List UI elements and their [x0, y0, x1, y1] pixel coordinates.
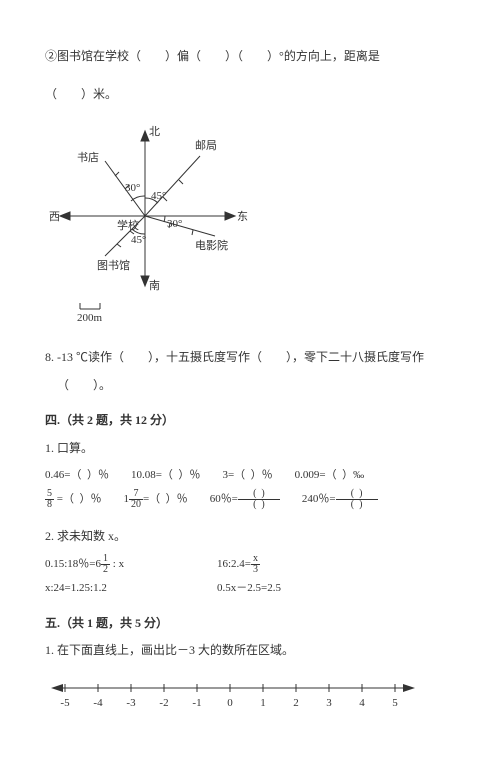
compass-north: 北 — [149, 125, 160, 138]
r2a: 58 =（ ）％ — [45, 489, 101, 510]
q2-prefix: ②图书馆在学校（ — [45, 49, 141, 63]
r2a-den: 8 — [45, 500, 54, 510]
compass-bookstore: 书店 — [77, 150, 99, 164]
sec4-eqrow2: x:24=1.25:1.2 0.5x－2.5=2.5 — [45, 579, 455, 599]
r1a: 0.46=（ ）％ — [45, 466, 109, 486]
q8-line1: 8. -13 ℃读作（ ），十五摄氏度写作（ ），零下二十八摄氏度写作 — [45, 347, 455, 369]
r2b-den: 20 — [129, 500, 143, 510]
svg-text:-2: -2 — [159, 697, 168, 709]
compass-east: 东 — [237, 210, 248, 223]
eq-c: x:24=1.25:1.2 — [45, 579, 195, 599]
sec4-eqrow1: 0.15:18％=612 : x 16:2.4=x3 — [45, 554, 455, 575]
compass-school: 学校 — [117, 218, 139, 232]
svg-text:0: 0 — [227, 697, 233, 709]
eq-b: 16:2.4=x3 — [217, 554, 260, 575]
svg-text:1: 1 — [260, 697, 266, 709]
section5-head: 五.（共 1 题，共 5 分） — [45, 613, 455, 635]
sec4-q2: 2. 求未知数 x。 — [45, 526, 455, 548]
compass-cinema: 电影院 — [195, 238, 228, 252]
compass-angle-e: 30° — [167, 218, 182, 230]
q8-line2: （ ）。 — [45, 375, 455, 397]
number-line: -5 -4 -3 -2 -1 0 1 2 3 4 5 — [45, 670, 455, 720]
compass-west: 西 — [49, 211, 60, 223]
q2-mid1: ）偏（ — [165, 49, 201, 63]
eq-a-pre: 0.15:18％=6 — [45, 558, 101, 570]
section4-head: 四.（共 2 题，共 12 分） — [45, 410, 455, 432]
eq-a-den: 2 — [101, 565, 110, 575]
svg-text:2: 2 — [293, 697, 299, 709]
svg-text:3: 3 — [326, 697, 332, 709]
svg-text:5: 5 — [392, 697, 398, 709]
r2d-l: 240％= — [302, 493, 336, 505]
sec4-row2: 58 =（ ）％ 1720=（ ）％ 60％=( )( ) 240％=( )( … — [45, 489, 455, 510]
r2c: 60％=( )( ) — [210, 489, 280, 510]
sec5-q1: 1. 在下面直线上，画出比－3 大的数所在区域。 — [45, 640, 455, 662]
compass-scale: 200m — [77, 312, 103, 324]
r2b-suf: =（ ）％ — [143, 493, 188, 505]
svg-text:-4: -4 — [93, 697, 103, 709]
compass-library: 图书馆 — [97, 258, 130, 272]
eq-d: 0.5x－2.5=2.5 — [217, 579, 281, 599]
compass-diagram: 北 南 东 西 邮局 书店 学校 电影院 图书馆 30° 45° 30° 45°… — [45, 121, 455, 331]
sec4-row1: 0.46=（ ）％ 10.08=（ ）％ 3=（ ）％ 0.009=（ ）‰ — [45, 466, 455, 486]
svg-text:4: 4 — [359, 697, 365, 709]
compass-angle-sw: 45° — [131, 234, 146, 246]
svg-text:-3: -3 — [126, 697, 136, 709]
q2-line1: ②图书馆在学校（ ）偏（ ）（ ）°的方向上，距离是 — [45, 46, 455, 68]
q2-mid2: ）（ — [225, 49, 243, 63]
svg-text:-5: -5 — [60, 697, 70, 709]
compass-south: 南 — [149, 279, 160, 292]
eq-a-suf: : x — [110, 558, 124, 570]
compass-angle-ne: 45° — [151, 190, 166, 202]
r1c: 3=（ ）％ — [222, 466, 272, 486]
svg-text:-1: -1 — [192, 697, 201, 709]
r2c-l: 60％= — [210, 493, 238, 505]
eq-a: 0.15:18％=612 : x — [45, 554, 195, 575]
r2d: 240％=( )( ) — [302, 489, 378, 510]
compass-angle-nw: 30° — [125, 182, 140, 194]
sec4-q1: 1. 口算。 — [45, 438, 455, 460]
r2c-den: ( ) — [238, 500, 280, 510]
q2-line2: （ ）米。 — [45, 84, 455, 106]
q2-mid3: ）°的方向上，距离是 — [267, 49, 380, 63]
compass-post: 邮局 — [195, 139, 217, 152]
r1d: 0.009=（ ）‰ — [295, 466, 364, 486]
eq-b-pre: 16:2.4= — [217, 558, 251, 570]
eq-b-den: 3 — [251, 565, 260, 575]
r1b: 10.08=（ ）％ — [131, 466, 200, 486]
r2a-suf: =（ ）％ — [54, 493, 101, 505]
r2d-den: ( ) — [336, 500, 378, 510]
r2b: 1720=（ ）％ — [123, 489, 187, 510]
